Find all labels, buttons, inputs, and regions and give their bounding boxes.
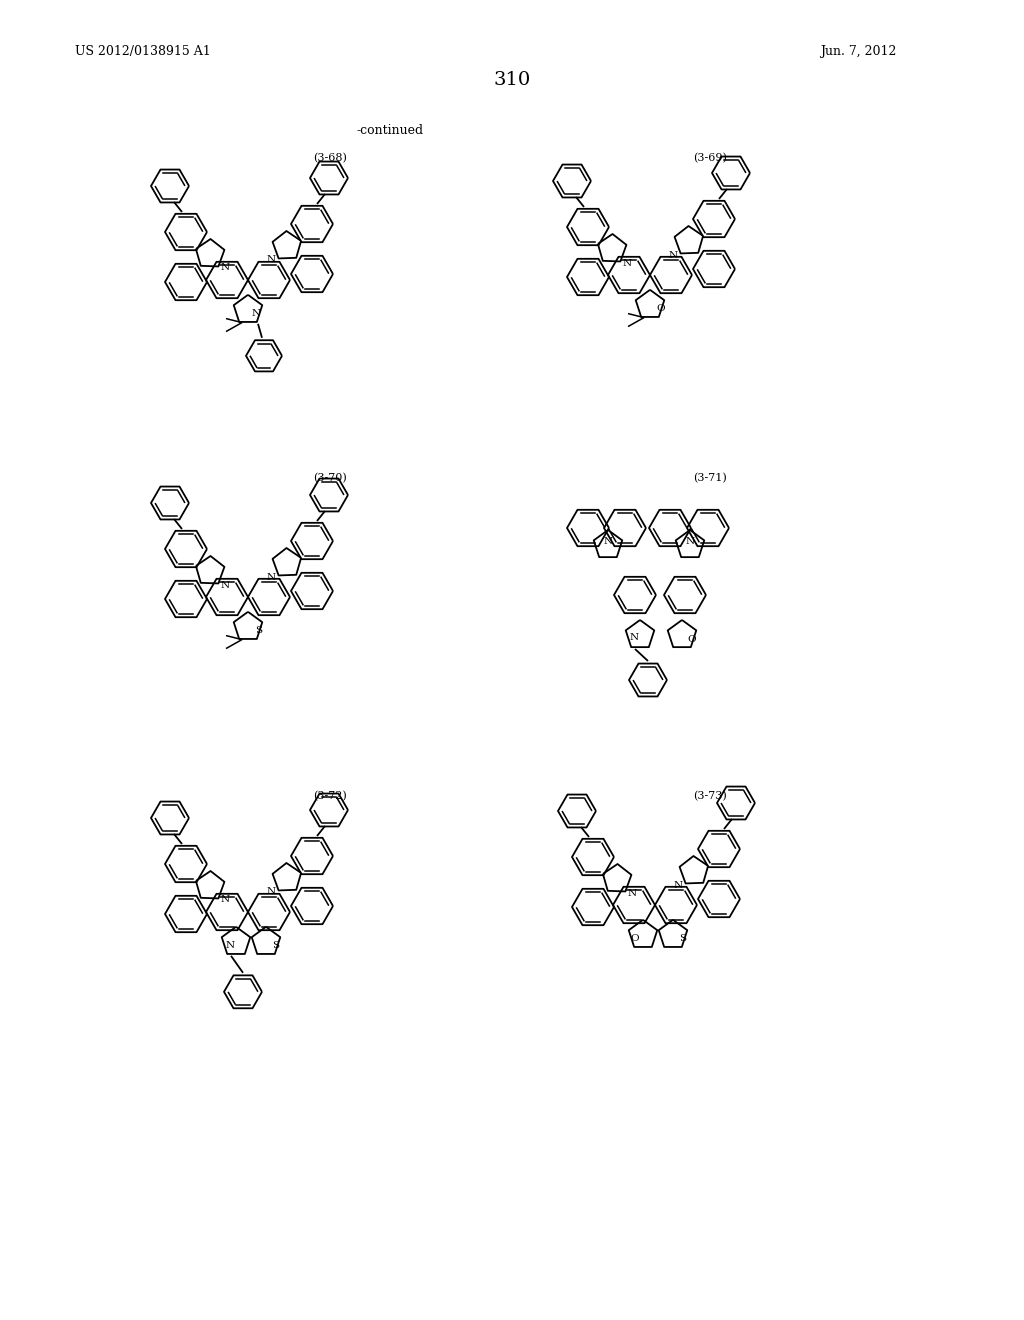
Text: S: S: [680, 935, 686, 944]
Text: N: N: [220, 581, 229, 590]
Text: N: N: [674, 880, 683, 890]
Text: O: O: [656, 305, 666, 313]
Text: (3-70): (3-70): [313, 473, 347, 483]
Text: N: N: [628, 888, 637, 898]
Text: US 2012/0138915 A1: US 2012/0138915 A1: [75, 45, 211, 58]
Text: N: N: [266, 573, 275, 582]
Text: N: N: [266, 256, 275, 264]
Text: N: N: [220, 895, 229, 904]
Text: O: O: [631, 935, 639, 944]
Text: N: N: [252, 309, 260, 318]
Text: N: N: [266, 887, 275, 896]
Text: (3-71): (3-71): [693, 473, 727, 483]
Text: O: O: [688, 635, 696, 644]
Text: N: N: [225, 941, 234, 950]
Text: N: N: [623, 259, 632, 268]
Text: S: S: [255, 626, 262, 635]
Text: 310: 310: [494, 71, 530, 88]
Text: -continued: -continued: [356, 124, 424, 136]
Text: (3-69): (3-69): [693, 153, 727, 164]
Text: (3-73): (3-73): [693, 791, 727, 801]
Text: (3-72): (3-72): [313, 791, 347, 801]
Text: S: S: [272, 941, 280, 950]
Text: N: N: [630, 634, 639, 643]
Text: (3-68): (3-68): [313, 153, 347, 164]
Text: Jun. 7, 2012: Jun. 7, 2012: [820, 45, 896, 58]
Text: N: N: [685, 537, 694, 546]
Text: N: N: [220, 264, 229, 272]
Text: N: N: [603, 537, 612, 546]
Text: N: N: [669, 251, 678, 260]
